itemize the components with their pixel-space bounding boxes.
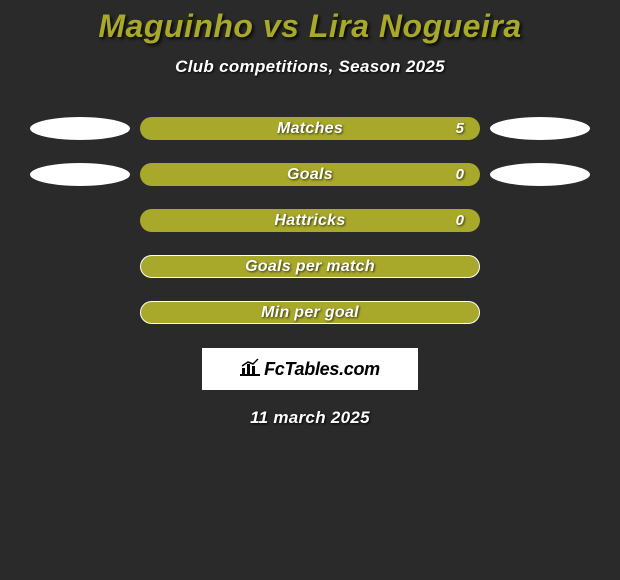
stat-row: Goals 0 [0, 163, 620, 186]
stat-row: Min per goal [0, 301, 620, 324]
stat-label: Min per goal [261, 304, 359, 322]
stat-bar: Min per goal [140, 301, 480, 324]
stat-bar: Goals 0 [140, 163, 480, 186]
left-bubble [30, 117, 130, 140]
stat-row: Goals per match [0, 255, 620, 278]
page-title: Maguinho vs Lira Nogueira [0, 8, 620, 45]
stat-value: 0 [456, 212, 464, 229]
logo-box: FcTables.com [202, 348, 418, 390]
chart-icon [240, 358, 260, 381]
stat-value: 0 [456, 166, 464, 183]
stat-rows: Matches 5 Goals 0 Hattricks 0 Goals per match M… [0, 117, 620, 324]
stat-bar: Goals per match [140, 255, 480, 278]
comparison-container: Maguinho vs Lira Nogueira Club competiti… [0, 0, 620, 428]
right-bubble [490, 117, 590, 140]
stat-bar: Matches 5 [140, 117, 480, 140]
subtitle: Club competitions, Season 2025 [0, 57, 620, 77]
stat-row: Matches 5 [0, 117, 620, 140]
logo-text: FcTables.com [264, 359, 380, 380]
stat-label: Matches [277, 120, 343, 138]
stat-label: Goals [287, 166, 333, 184]
left-bubble [30, 163, 130, 186]
stat-label: Hattricks [274, 212, 345, 230]
stat-label: Goals per match [245, 258, 375, 276]
stat-value: 5 [456, 120, 464, 137]
date-label: 11 march 2025 [0, 408, 620, 428]
stat-row: Hattricks 0 [0, 209, 620, 232]
right-bubble [490, 163, 590, 186]
stat-bar: Hattricks 0 [140, 209, 480, 232]
